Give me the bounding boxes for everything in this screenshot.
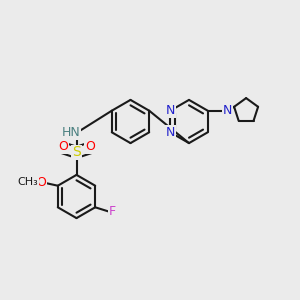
Text: O: O xyxy=(85,140,95,153)
Text: CH₃: CH₃ xyxy=(17,177,38,187)
Text: O: O xyxy=(36,176,46,189)
Text: HN: HN xyxy=(62,126,80,140)
Text: S: S xyxy=(72,146,81,159)
Text: N: N xyxy=(166,104,175,117)
Text: F: F xyxy=(109,205,116,218)
Text: O: O xyxy=(58,140,68,153)
Text: N: N xyxy=(223,104,232,117)
Text: N: N xyxy=(166,126,175,139)
